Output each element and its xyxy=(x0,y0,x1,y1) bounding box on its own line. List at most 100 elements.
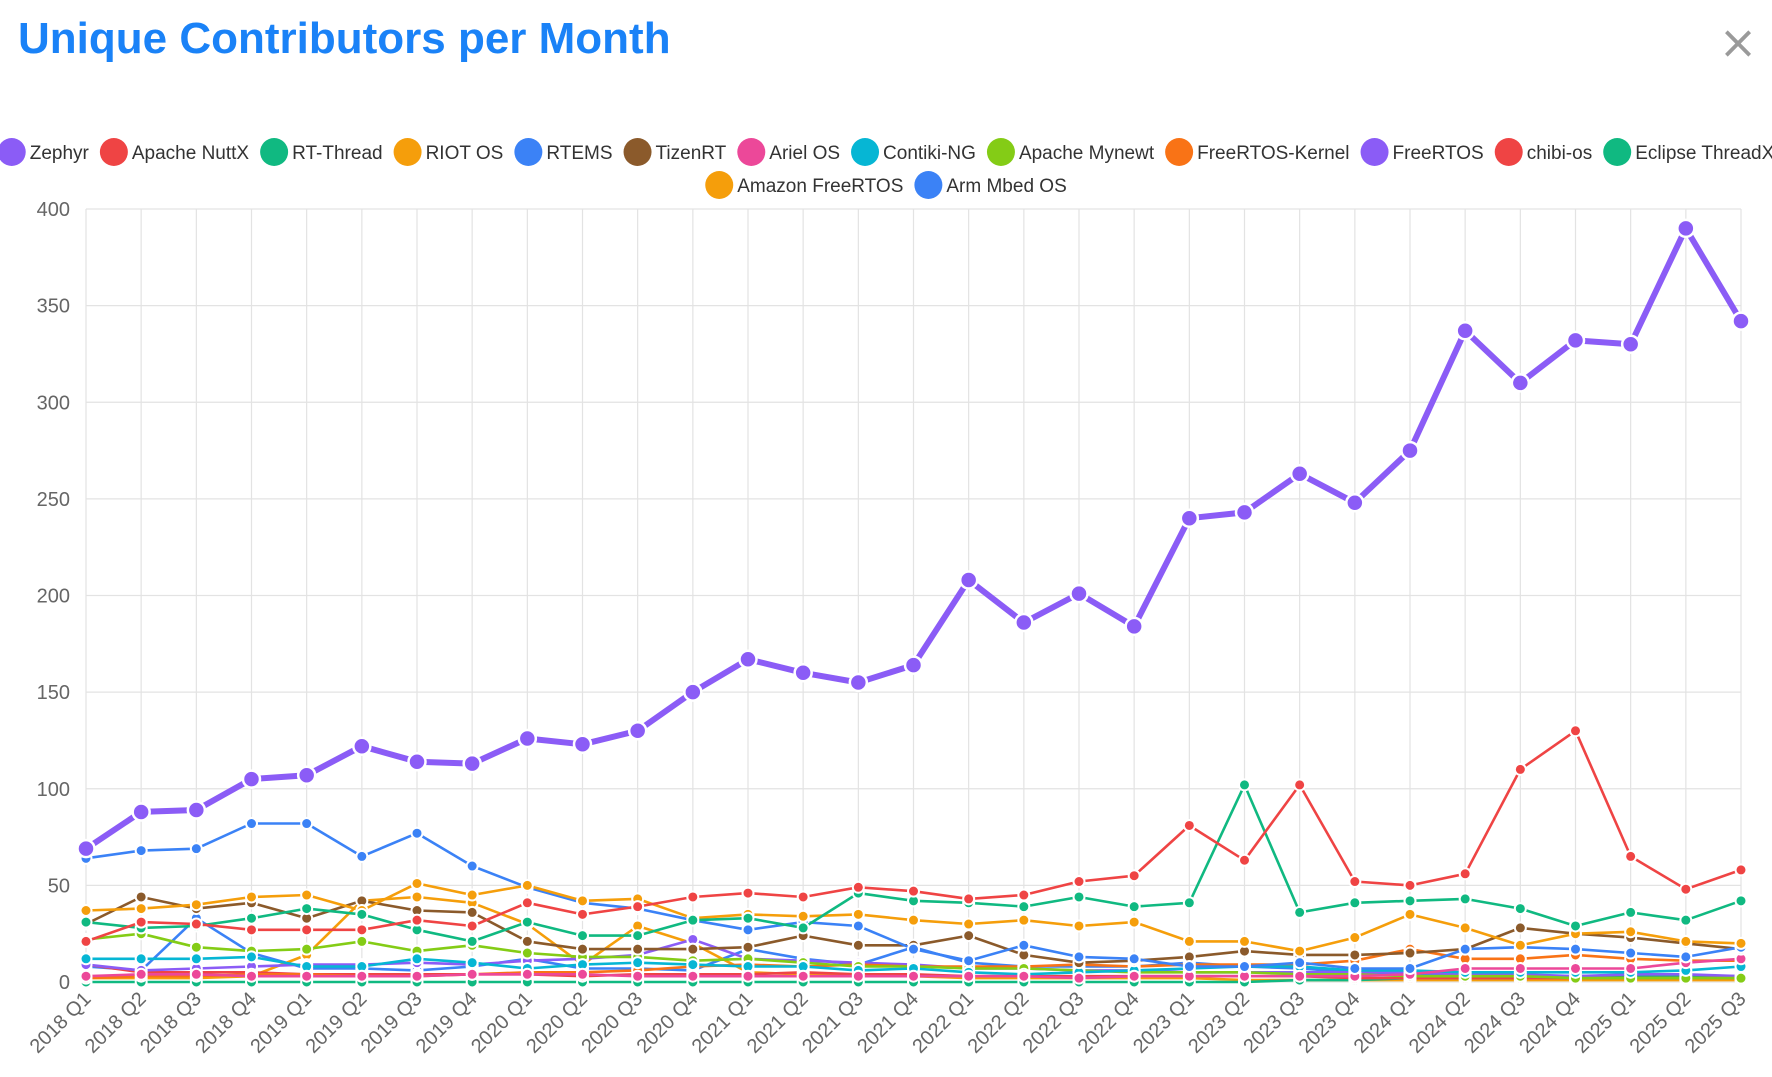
data-point[interactable] xyxy=(576,894,589,908)
data-point[interactable] xyxy=(1348,896,1362,910)
data-point[interactable] xyxy=(296,765,317,785)
data-point[interactable] xyxy=(465,967,479,981)
data-point[interactable] xyxy=(1624,905,1638,919)
data-point[interactable] xyxy=(683,682,703,702)
data-point[interactable] xyxy=(520,915,534,929)
legend-item-rt-thread[interactable]: RT-Thread xyxy=(260,138,383,166)
data-point[interactable] xyxy=(631,956,645,970)
data-point[interactable] xyxy=(1624,961,1638,975)
data-point[interactable] xyxy=(1014,612,1034,633)
data-point[interactable] xyxy=(1127,952,1141,966)
legend-item-freertos[interactable]: FreeRTOS xyxy=(1360,138,1484,166)
data-point[interactable] xyxy=(796,909,810,923)
data-point[interactable] xyxy=(355,923,369,937)
data-point[interactable] xyxy=(1679,913,1693,927)
data-point[interactable] xyxy=(189,842,203,856)
data-point[interactable] xyxy=(1455,320,1475,341)
data-point[interactable] xyxy=(1345,492,1365,513)
data-point[interactable] xyxy=(958,570,979,590)
data-point[interactable] xyxy=(1348,931,1362,945)
data-point[interactable] xyxy=(245,890,258,904)
data-point[interactable] xyxy=(1734,863,1748,877)
data-point[interactable] xyxy=(1734,936,1748,950)
data-point[interactable] xyxy=(189,952,203,966)
data-point[interactable] xyxy=(410,952,424,966)
data-point[interactable] xyxy=(1403,894,1417,908)
data-point[interactable] xyxy=(1458,867,1472,881)
legend-item-contiki-ng[interactable]: Contiki-NG xyxy=(851,138,976,166)
data-point[interactable] xyxy=(134,915,148,929)
data-point[interactable] xyxy=(520,967,534,981)
data-point[interactable] xyxy=(1238,960,1251,974)
data-point[interactable] xyxy=(631,929,645,943)
data-point[interactable] xyxy=(796,890,810,904)
data-point[interactable] xyxy=(410,890,424,904)
data-point[interactable] xyxy=(1679,950,1693,964)
data-point[interactable] xyxy=(1293,944,1307,958)
data-point[interactable] xyxy=(410,876,424,890)
data-point[interactable] xyxy=(1293,956,1307,970)
data-point[interactable] xyxy=(1017,913,1031,927)
data-point[interactable] xyxy=(1400,440,1420,461)
data-point[interactable] xyxy=(907,913,920,927)
legend-item-apache-mynewt[interactable]: Apache Mynewt xyxy=(986,138,1155,166)
data-point[interactable] xyxy=(134,902,148,916)
data-point[interactable] xyxy=(738,649,758,670)
data-point[interactable] xyxy=(1238,853,1251,867)
data-point[interactable] xyxy=(1127,900,1141,914)
data-point[interactable] xyxy=(186,800,207,820)
legend-item-amazon-freertos[interactable]: Amazon FreeRTOS xyxy=(705,171,903,199)
data-point[interactable] xyxy=(686,890,700,904)
data-point[interactable] xyxy=(1234,502,1255,523)
data-point[interactable] xyxy=(1182,818,1196,832)
data-point[interactable] xyxy=(1734,971,1748,985)
data-point[interactable] xyxy=(1348,875,1362,889)
data-point[interactable] xyxy=(1293,969,1307,983)
data-point[interactable] xyxy=(1069,583,1089,604)
data-point[interactable] xyxy=(355,969,369,983)
data-point[interactable] xyxy=(1565,330,1586,351)
data-point[interactable] xyxy=(1179,508,1200,528)
data-point[interactable] xyxy=(1127,915,1141,929)
data-point[interactable] xyxy=(410,826,424,840)
data-point[interactable] xyxy=(741,940,755,954)
data-point[interactable] xyxy=(796,921,810,935)
legend-item-arm-mbed-os[interactable]: Arm Mbed OS xyxy=(914,171,1067,199)
data-point[interactable] xyxy=(1513,762,1527,776)
data-point[interactable] xyxy=(410,913,424,927)
data-point[interactable] xyxy=(355,934,369,948)
data-point[interactable] xyxy=(962,892,976,906)
data-point[interactable] xyxy=(189,940,203,954)
data-point[interactable] xyxy=(907,969,920,983)
data-point[interactable] xyxy=(1403,878,1417,892)
data-point[interactable] xyxy=(134,890,148,904)
data-point[interactable] xyxy=(793,663,813,683)
data-point[interactable] xyxy=(79,903,93,917)
data-point[interactable] xyxy=(1072,971,1086,985)
data-point[interactable] xyxy=(465,934,479,948)
data-point[interactable] xyxy=(741,969,755,983)
data-point[interactable] xyxy=(465,859,479,873)
data-point[interactable] xyxy=(79,952,93,966)
data-point[interactable] xyxy=(1017,888,1031,902)
data-point[interactable] xyxy=(1072,919,1086,933)
data-point[interactable] xyxy=(851,907,865,921)
data-point[interactable] xyxy=(79,934,93,948)
data-point[interactable] xyxy=(1403,946,1417,960)
data-point[interactable] xyxy=(572,734,593,755)
data-point[interactable] xyxy=(245,923,258,937)
data-point[interactable] xyxy=(631,969,645,983)
data-point[interactable] xyxy=(134,844,148,858)
data-point[interactable] xyxy=(1624,849,1638,863)
data-point[interactable] xyxy=(300,902,314,916)
data-point[interactable] xyxy=(851,969,865,983)
data-point[interactable] xyxy=(1072,950,1086,964)
data-point[interactable] xyxy=(1458,961,1472,975)
close-icon[interactable]: × xyxy=(1718,15,1758,69)
data-point[interactable] xyxy=(1513,921,1527,935)
data-point[interactable] xyxy=(686,942,700,956)
data-point[interactable] xyxy=(245,911,258,925)
data-point[interactable] xyxy=(1293,905,1307,919)
data-point[interactable] xyxy=(465,919,479,933)
data-point[interactable] xyxy=(1182,896,1196,910)
